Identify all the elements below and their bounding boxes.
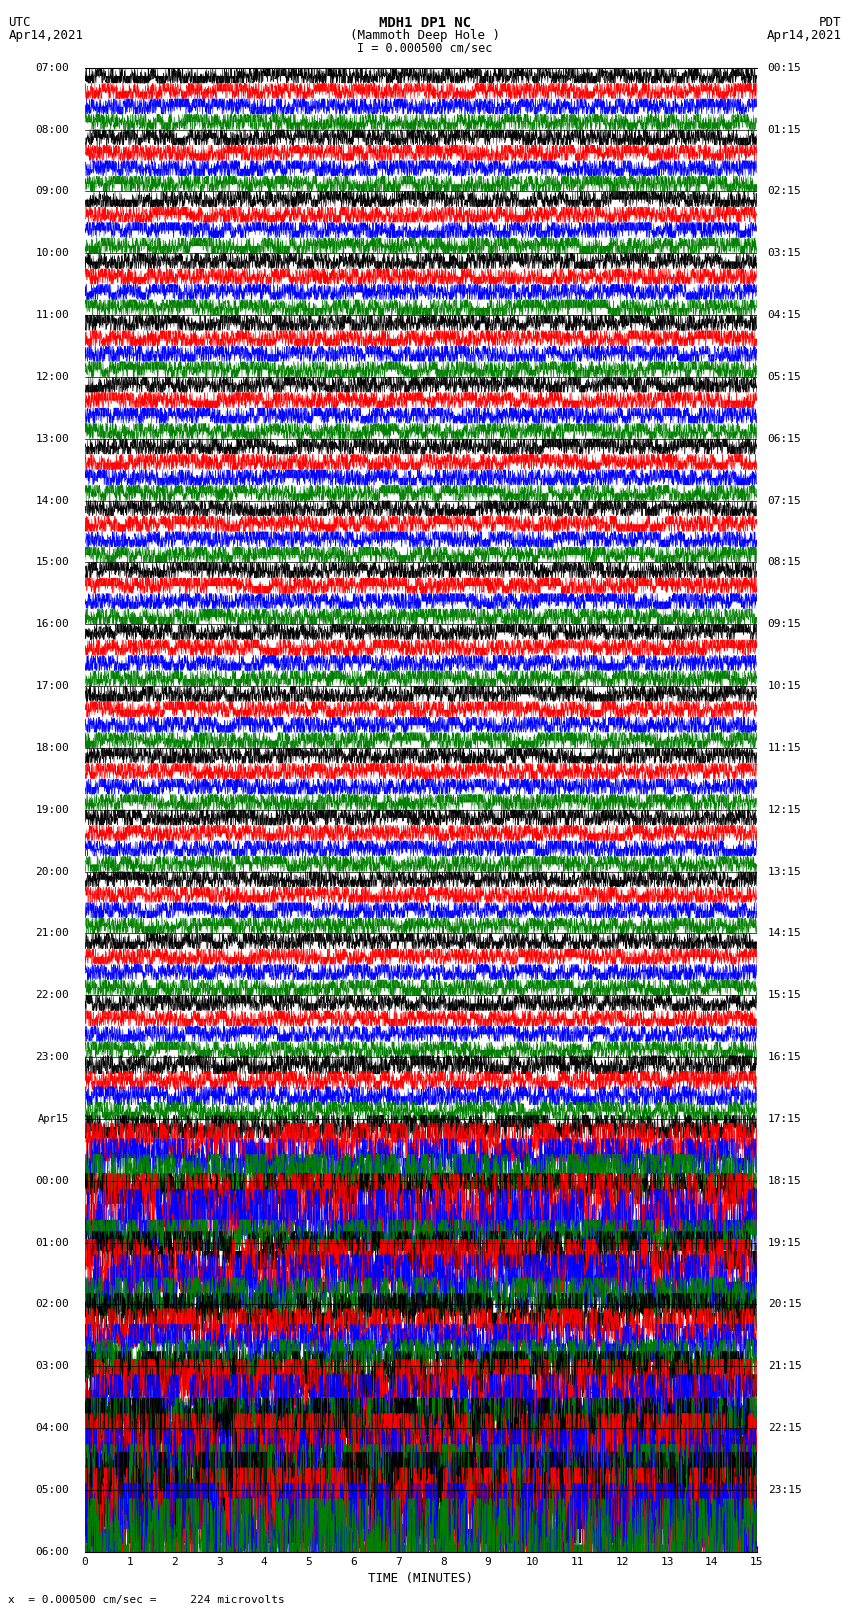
Text: 14:15: 14:15 [768, 929, 802, 939]
Text: 02:00: 02:00 [36, 1300, 70, 1310]
Text: 10:15: 10:15 [768, 681, 802, 690]
Text: 16:15: 16:15 [768, 1052, 802, 1061]
Text: 07:15: 07:15 [768, 495, 802, 505]
Text: 14:00: 14:00 [36, 495, 70, 505]
Text: 09:00: 09:00 [36, 187, 70, 197]
Text: 11:15: 11:15 [768, 744, 802, 753]
Text: 21:00: 21:00 [36, 929, 70, 939]
Text: 19:15: 19:15 [768, 1237, 802, 1247]
Text: 20:15: 20:15 [768, 1300, 802, 1310]
Text: 22:15: 22:15 [768, 1423, 802, 1432]
Text: 00:00: 00:00 [36, 1176, 70, 1186]
Text: 08:00: 08:00 [36, 124, 70, 134]
Text: 04:00: 04:00 [36, 1423, 70, 1432]
Text: 17:00: 17:00 [36, 681, 70, 690]
Text: 17:15: 17:15 [768, 1115, 802, 1124]
Text: 06:15: 06:15 [768, 434, 802, 444]
Text: 23:00: 23:00 [36, 1052, 70, 1061]
Text: 22:00: 22:00 [36, 990, 70, 1000]
Text: 09:15: 09:15 [768, 619, 802, 629]
Text: Apr15: Apr15 [38, 1115, 70, 1124]
Text: 07:00: 07:00 [36, 63, 70, 73]
Text: 15:00: 15:00 [36, 558, 70, 568]
Text: x  = 0.000500 cm/sec =     224 microvolts: x = 0.000500 cm/sec = 224 microvolts [8, 1595, 286, 1605]
Text: 08:15: 08:15 [768, 558, 802, 568]
Text: MDH1 DP1 NC: MDH1 DP1 NC [379, 16, 471, 31]
Text: (Mammoth Deep Hole ): (Mammoth Deep Hole ) [350, 29, 500, 42]
Text: 06:00: 06:00 [36, 1547, 70, 1557]
Text: 02:15: 02:15 [768, 187, 802, 197]
Text: Apr14,2021: Apr14,2021 [8, 29, 83, 42]
Text: 15:15: 15:15 [768, 990, 802, 1000]
Text: 20:00: 20:00 [36, 866, 70, 876]
Text: 19:00: 19:00 [36, 805, 70, 815]
Text: I = 0.000500 cm/sec: I = 0.000500 cm/sec [357, 42, 493, 55]
Text: 04:15: 04:15 [768, 310, 802, 319]
Text: 18:15: 18:15 [768, 1176, 802, 1186]
Text: 01:00: 01:00 [36, 1237, 70, 1247]
Text: 18:00: 18:00 [36, 744, 70, 753]
Text: 10:00: 10:00 [36, 248, 70, 258]
Text: 12:00: 12:00 [36, 373, 70, 382]
Text: 00:15: 00:15 [768, 63, 802, 73]
Text: 23:15: 23:15 [768, 1486, 802, 1495]
Text: 13:15: 13:15 [768, 866, 802, 876]
Text: 11:00: 11:00 [36, 310, 70, 319]
Text: Apr14,2021: Apr14,2021 [767, 29, 842, 42]
Text: 03:15: 03:15 [768, 248, 802, 258]
Text: 05:15: 05:15 [768, 373, 802, 382]
Text: UTC: UTC [8, 16, 31, 29]
Text: 12:15: 12:15 [768, 805, 802, 815]
Text: 13:00: 13:00 [36, 434, 70, 444]
Text: 05:00: 05:00 [36, 1486, 70, 1495]
Text: 21:15: 21:15 [768, 1361, 802, 1371]
X-axis label: TIME (MINUTES): TIME (MINUTES) [368, 1573, 473, 1586]
Text: 16:00: 16:00 [36, 619, 70, 629]
Text: 01:15: 01:15 [768, 124, 802, 134]
Text: 03:00: 03:00 [36, 1361, 70, 1371]
Text: PDT: PDT [819, 16, 842, 29]
